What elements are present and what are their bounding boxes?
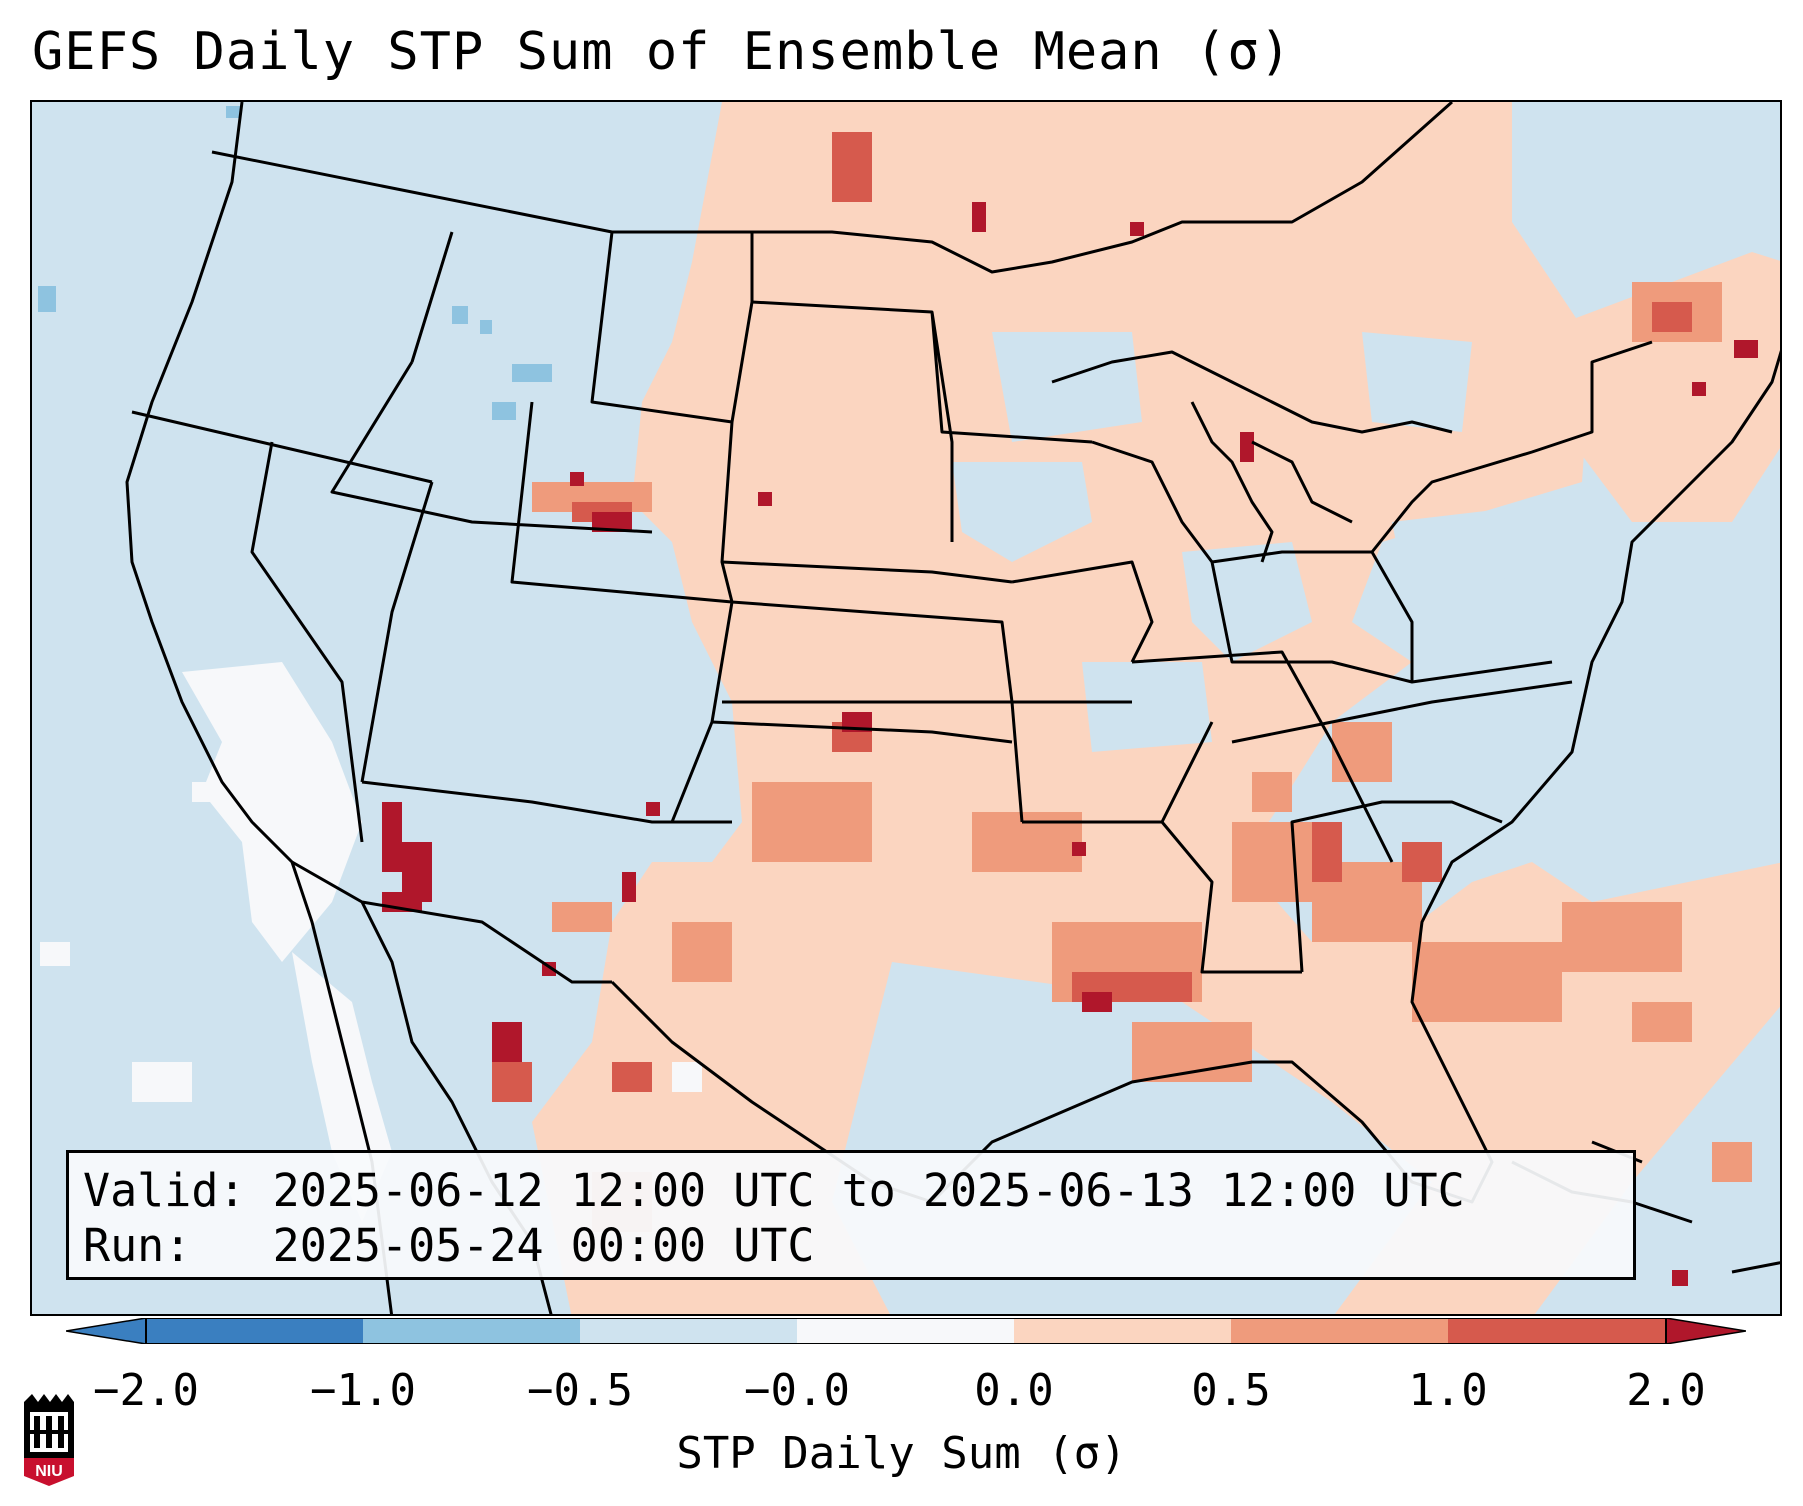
valid-line: Valid: 2025-06-12 12:00 UTC to 2025-06-1… bbox=[83, 1164, 1465, 1217]
tick-label: −0.5 bbox=[527, 1365, 633, 1416]
tick-label: −1.0 bbox=[310, 1365, 416, 1416]
negative-cells bbox=[38, 106, 552, 420]
west-coast bbox=[125, 102, 393, 1314]
niu-logo-icon: NIU bbox=[24, 1394, 74, 1486]
great-lakes bbox=[1051, 350, 1453, 563]
state-lines-east bbox=[1091, 340, 1653, 973]
validity-info-box: Valid: 2025-06-12 12:00 UTC to 2025-06-1… bbox=[66, 1150, 1636, 1280]
colorbar-seg-3 bbox=[580, 1318, 797, 1344]
colorbar-low-extend bbox=[66, 1318, 147, 1344]
map-panel[interactable] bbox=[30, 100, 1782, 1316]
colorbar-seg-4 bbox=[797, 1318, 1014, 1344]
map-title: GEFS Daily STP Sum of Ensemble Mean (σ) bbox=[32, 22, 1292, 82]
colorbar-seg-2 bbox=[363, 1318, 580, 1344]
tick-label: 0.0 bbox=[974, 1365, 1054, 1416]
strong-cells bbox=[492, 132, 1692, 1102]
colorbar bbox=[66, 1318, 1746, 1344]
state-lines-central bbox=[711, 300, 1394, 974]
colorbar-seg-5 bbox=[1014, 1318, 1231, 1344]
extreme-cells bbox=[382, 202, 1758, 1286]
colorbar-label: STP Daily Sum (σ) bbox=[676, 1428, 1127, 1479]
colorbar-seg-7 bbox=[1448, 1318, 1666, 1344]
tick-label: 2.0 bbox=[1626, 1365, 1706, 1416]
tick-label: 0.5 bbox=[1191, 1365, 1271, 1416]
tick-label: 1.0 bbox=[1408, 1365, 1488, 1416]
stp-map bbox=[38, 102, 1780, 1314]
tick-label: −0.0 bbox=[744, 1365, 850, 1416]
colorbar-seg-1 bbox=[146, 1318, 363, 1344]
colorbar-high-extend bbox=[1665, 1318, 1746, 1344]
northern-border bbox=[211, 102, 1453, 274]
colorbar-seg-6 bbox=[1231, 1318, 1448, 1344]
tick-label: −2.0 bbox=[93, 1365, 199, 1416]
run-line: Run: 2025-05-24 00:00 UTC bbox=[83, 1219, 815, 1272]
logo-text: NIU bbox=[35, 1463, 63, 1480]
